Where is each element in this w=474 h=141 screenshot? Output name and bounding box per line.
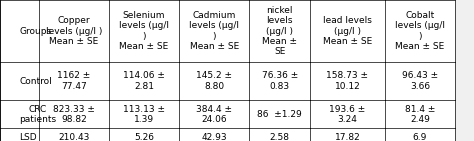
- Bar: [385, 62, 455, 100]
- Bar: [385, 128, 455, 141]
- Text: 86  ±1.29: 86 ±1.29: [257, 110, 302, 119]
- Text: 823.33 ±
98.82: 823.33 ± 98.82: [53, 104, 95, 124]
- Text: lead levels
(μg/l )
Mean ± SE: lead levels (μg/l ) Mean ± SE: [323, 16, 372, 46]
- Bar: [249, 0, 310, 62]
- Bar: [109, 62, 179, 100]
- Text: Cadmium
levels (μg/l
)
Mean ± SE: Cadmium levels (μg/l ) Mean ± SE: [189, 11, 239, 51]
- Text: 1162 ±
77.47: 1162 ± 77.47: [57, 71, 91, 91]
- Bar: [179, 128, 249, 141]
- Text: Cobalt
levels (μg/l
)
Mean ± SE: Cobalt levels (μg/l ) Mean ± SE: [395, 11, 445, 51]
- Text: 17.82: 17.82: [335, 133, 360, 141]
- Bar: [39, 0, 109, 62]
- Bar: [249, 100, 310, 128]
- Text: 210.43: 210.43: [58, 133, 90, 141]
- Text: 113.13 ±
1.39: 113.13 ± 1.39: [123, 104, 165, 124]
- Bar: [310, 128, 385, 141]
- Bar: [109, 0, 179, 62]
- Text: 158.73 ±
10.12: 158.73 ± 10.12: [327, 71, 368, 91]
- Text: 193.6 ±
3.24: 193.6 ± 3.24: [329, 104, 365, 124]
- Text: Groups: Groups: [19, 27, 52, 36]
- Bar: [0, 100, 39, 128]
- Bar: [0, 128, 39, 141]
- Bar: [310, 0, 385, 62]
- Bar: [109, 100, 179, 128]
- Text: 6.9: 6.9: [413, 133, 427, 141]
- Bar: [310, 62, 385, 100]
- Bar: [179, 0, 249, 62]
- Text: Control: Control: [19, 77, 52, 86]
- Bar: [385, 100, 455, 128]
- Text: CRC
patients: CRC patients: [19, 104, 56, 124]
- Text: 5.26: 5.26: [134, 133, 154, 141]
- Bar: [249, 128, 310, 141]
- Bar: [385, 0, 455, 62]
- Text: 81.4 ±
2.49: 81.4 ± 2.49: [405, 104, 435, 124]
- Text: LSD: LSD: [19, 133, 37, 141]
- Text: 145.2 ±
8.80: 145.2 ± 8.80: [196, 71, 232, 91]
- Text: Selenium
levels (μg/l
)
Mean ± SE: Selenium levels (μg/l ) Mean ± SE: [119, 11, 169, 51]
- Bar: [0, 0, 39, 62]
- Bar: [109, 128, 179, 141]
- Text: 384.4 ±
24.06: 384.4 ± 24.06: [196, 104, 232, 124]
- Bar: [249, 62, 310, 100]
- Bar: [0, 62, 39, 100]
- Bar: [39, 100, 109, 128]
- Text: Copper
levels (μg/l )
Mean ± SE: Copper levels (μg/l ) Mean ± SE: [46, 16, 102, 46]
- Text: 114.06 ±
2.81: 114.06 ± 2.81: [123, 71, 165, 91]
- Bar: [179, 100, 249, 128]
- Text: 2.58: 2.58: [270, 133, 290, 141]
- Text: 42.93: 42.93: [201, 133, 227, 141]
- Text: 76.36 ±
0.83: 76.36 ± 0.83: [262, 71, 298, 91]
- Bar: [39, 128, 109, 141]
- Bar: [310, 100, 385, 128]
- Bar: [179, 62, 249, 100]
- Text: 96.43 ±
3.66: 96.43 ± 3.66: [402, 71, 438, 91]
- Bar: [39, 62, 109, 100]
- Text: nickel
levels
(μg/l )
Mean ±
SE: nickel levels (μg/l ) Mean ± SE: [262, 6, 297, 56]
